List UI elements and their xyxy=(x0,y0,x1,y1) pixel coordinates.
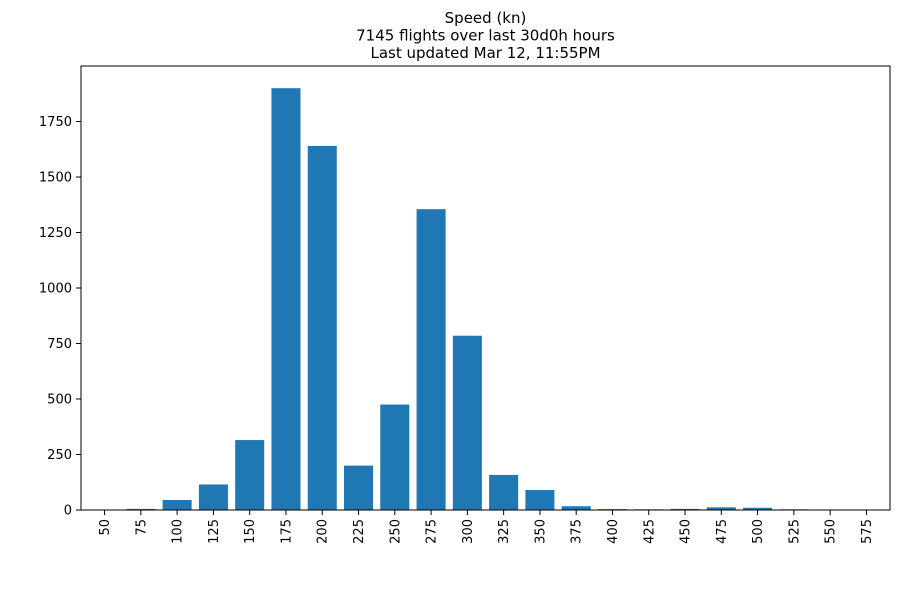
bar-300 xyxy=(452,335,482,510)
x-tick-label: 100 xyxy=(171,519,186,544)
y-tick-label: 750 xyxy=(47,337,72,352)
x-tick-label: 550 xyxy=(824,519,839,544)
bar-75 xyxy=(126,508,156,510)
x-tick-label: 300 xyxy=(461,519,476,544)
y-axis: 0 250 500 750 1000 1250 1500 1750 xyxy=(39,115,81,519)
bar-275 xyxy=(416,209,446,510)
bar-375 xyxy=(561,506,591,510)
x-tick-label: 450 xyxy=(679,519,694,544)
bar-350 xyxy=(525,490,555,510)
x-tick-label: 325 xyxy=(497,519,512,544)
x-tick-label: 200 xyxy=(316,519,331,544)
y-tick-label: 1750 xyxy=(39,115,72,130)
y-tick-label: 1250 xyxy=(39,226,72,241)
plot-frame xyxy=(80,65,891,511)
x-tick-label: 525 xyxy=(787,519,802,544)
x-axis: 50 75 100 125 150 175 200 225 250 275 300 325 350 375… xyxy=(98,510,875,544)
x-tick-label: 575 xyxy=(860,519,875,544)
x-tick-label: 350 xyxy=(533,519,548,544)
x-tick-label: 400 xyxy=(606,519,621,544)
bar-225 xyxy=(344,465,374,510)
y-tick-label: 0 xyxy=(64,504,72,519)
bars-group xyxy=(126,88,809,511)
x-tick-label: 75 xyxy=(134,519,149,536)
x-tick-label: 175 xyxy=(279,519,294,544)
x-tick-label: 475 xyxy=(715,519,730,544)
x-tick-label: 425 xyxy=(642,519,657,544)
x-tick-label: 50 xyxy=(98,519,113,536)
chart-title-line-0: Speed (kn) xyxy=(445,9,527,27)
y-tick-label: 1000 xyxy=(39,282,72,297)
y-tick-label: 500 xyxy=(47,393,72,408)
chart-title-line-2: Last updated Mar 12, 11:55PM xyxy=(370,44,600,62)
x-tick-label: 125 xyxy=(207,519,222,544)
bar-125 xyxy=(198,484,228,510)
bar-450 xyxy=(670,508,700,510)
chart-title-group: Speed (kn)7145 flights over last 30d0h h… xyxy=(356,9,615,62)
bar-325 xyxy=(489,474,519,510)
chart-title-line-1: 7145 flights over last 30d0h hours xyxy=(356,27,615,45)
x-tick-label: 375 xyxy=(570,519,585,544)
bar-500 xyxy=(743,507,773,510)
bar-150 xyxy=(235,440,265,510)
bar-175 xyxy=(271,88,301,510)
x-tick-label: 150 xyxy=(243,519,258,544)
y-tick-label: 250 xyxy=(47,448,72,463)
y-tick-label: 1500 xyxy=(39,171,72,186)
x-tick-label: 225 xyxy=(352,519,367,544)
bar-200 xyxy=(307,145,337,511)
bar-250 xyxy=(380,404,410,510)
bar-475 xyxy=(706,507,736,510)
x-tick-label: 275 xyxy=(425,519,440,544)
x-tick-label: 250 xyxy=(388,519,403,544)
bar-100 xyxy=(162,500,192,510)
x-tick-label: 500 xyxy=(751,519,766,544)
